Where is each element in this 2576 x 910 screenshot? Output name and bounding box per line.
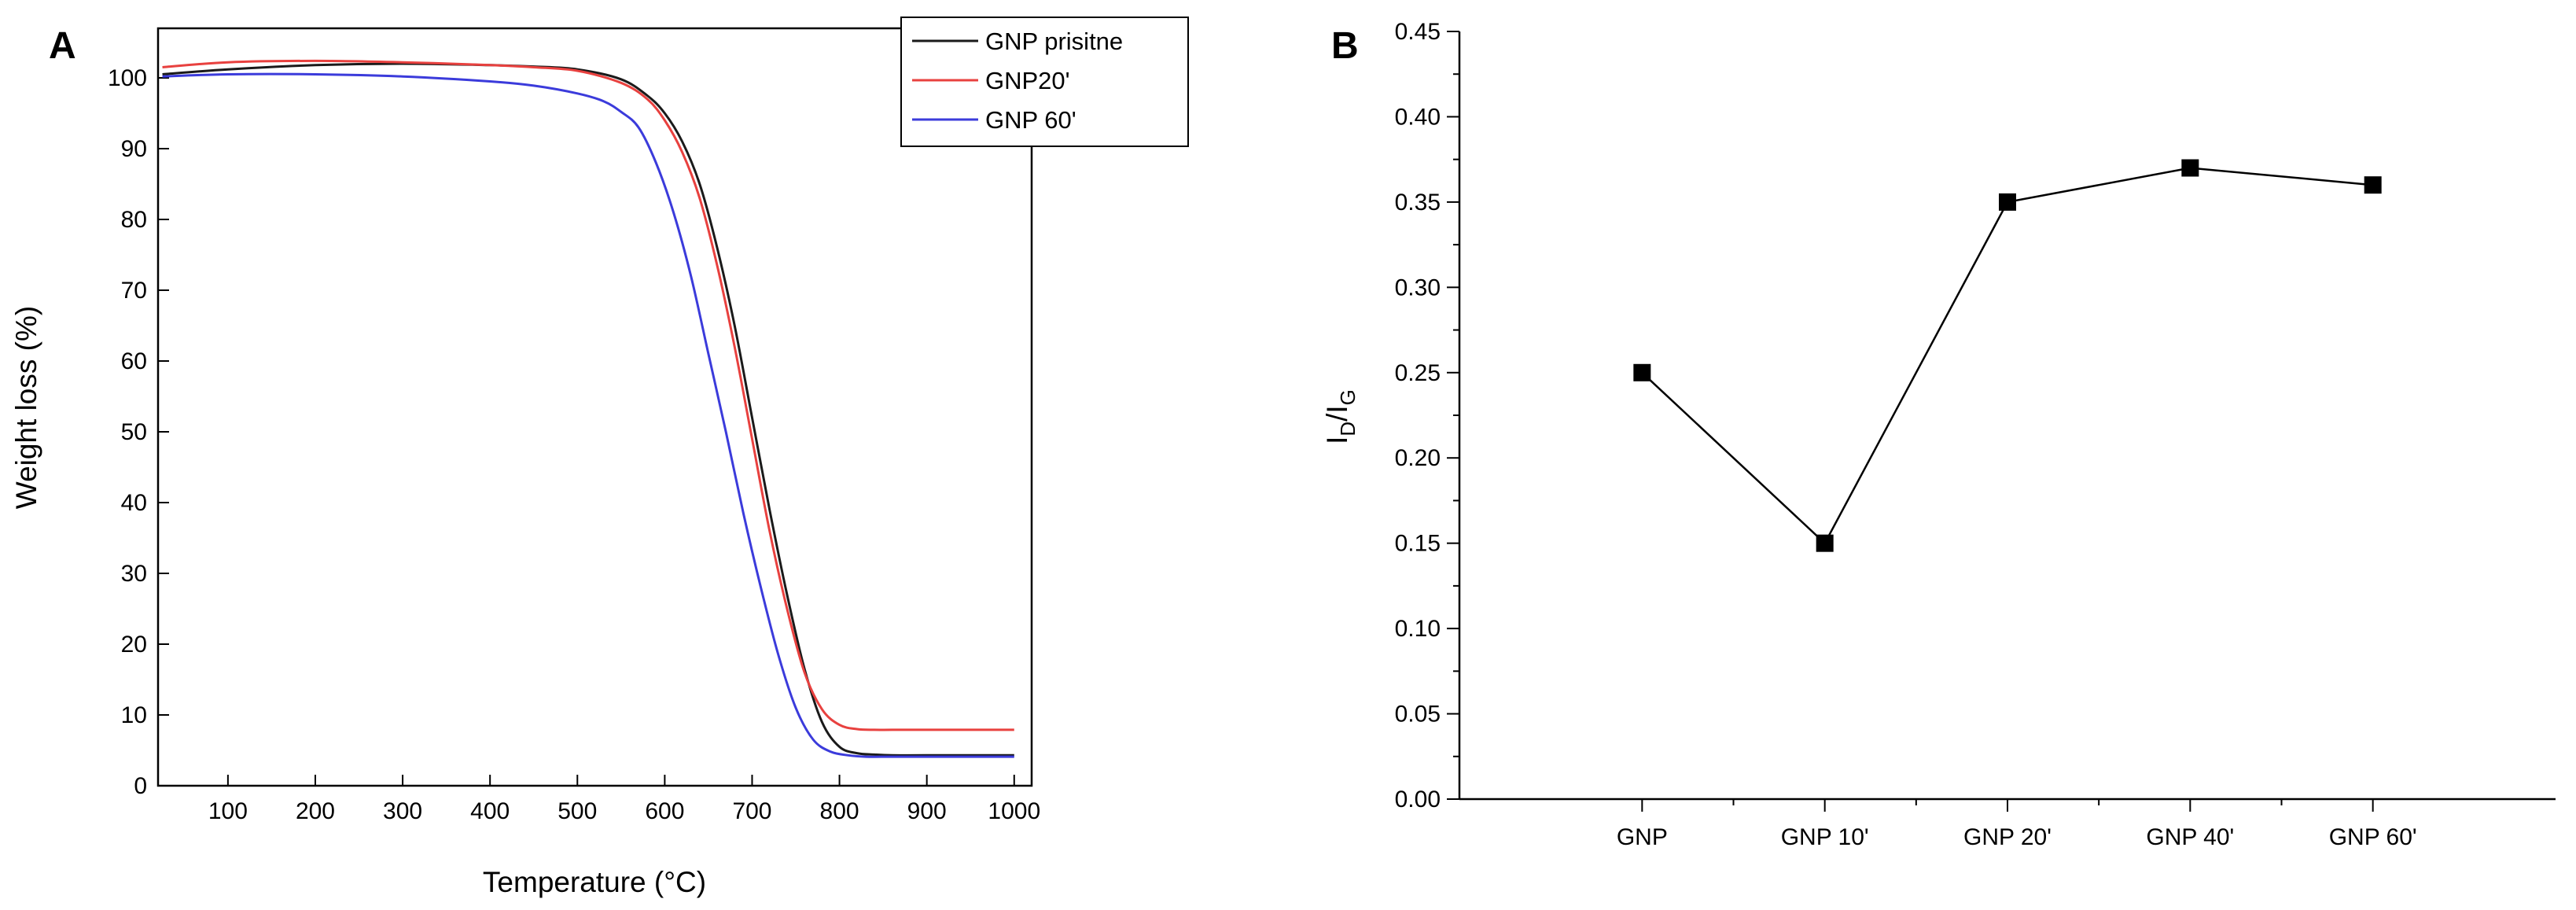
x-tick-label-200: 200 bbox=[296, 798, 335, 824]
panel-b-series bbox=[1633, 159, 2382, 552]
x-tick-label-gnp-20: GNP 20' bbox=[1963, 824, 2052, 850]
legend-box bbox=[900, 17, 1189, 147]
y-tick-label-30: 30 bbox=[121, 561, 147, 587]
panel-a-plot-frame bbox=[156, 27, 1033, 787]
series-line-id-ig bbox=[1641, 167, 2373, 545]
ylabel-sub-d: D bbox=[1336, 422, 1360, 437]
y-tick-label-6: 0.30 bbox=[1395, 274, 1441, 300]
legend-label-gnp20: GNP20' bbox=[985, 67, 1070, 94]
panel-a-x-axis: 100 200 300 400 500 600 700 800 900 1000 bbox=[208, 775, 1040, 824]
data-point-gnp-40 bbox=[2181, 159, 2199, 177]
panel-a-y-axis-title: Weight loss (%) bbox=[10, 306, 42, 509]
panel-b-x-axis: GNP GNP 10' GNP 20' GNP 40' GNP 60' bbox=[1459, 798, 2556, 850]
legend-label-gnp60: GNP 60' bbox=[985, 106, 1076, 134]
data-point-gnp-20 bbox=[1999, 193, 2016, 211]
data-point-gnp bbox=[1633, 363, 1651, 381]
x-tick-label-gnp-10: GNP 10' bbox=[1781, 824, 1869, 850]
data-point-gnp-60 bbox=[2364, 176, 2382, 194]
y-tick-label-7: 0.35 bbox=[1395, 190, 1441, 216]
x-tick-label-800: 800 bbox=[820, 798, 859, 824]
series-line-gnp-60 bbox=[162, 72, 1014, 758]
y-tick-label-2: 0.10 bbox=[1395, 616, 1441, 642]
series-line-gnp20 bbox=[162, 59, 1014, 731]
panel-a-y-axis: 0 10 20 30 40 50 60 70 80 90 100 bbox=[108, 65, 169, 799]
x-tick-label-gnp-60: GNP 60' bbox=[2329, 824, 2417, 850]
y-tick-label-70: 70 bbox=[121, 278, 147, 304]
panel-a-legend: GNP prisitne GNP20' GNP 60' bbox=[900, 17, 1189, 147]
y-tick-label-10: 10 bbox=[121, 702, 147, 728]
y-tick-label-5: 0.25 bbox=[1395, 360, 1441, 386]
y-tick-label-60: 60 bbox=[121, 348, 147, 374]
legend-label-gnp-prisitne: GNP prisitne bbox=[985, 28, 1123, 55]
ylabel-sub-g: G bbox=[1336, 389, 1360, 405]
panel-b: B 0.000.050.100.150.200.250.300.350.400.… bbox=[1321, 19, 2556, 850]
x-tick-label-1000: 1000 bbox=[988, 798, 1040, 824]
y-tick-label-40: 40 bbox=[121, 490, 147, 516]
x-tick-label-900: 900 bbox=[907, 798, 947, 824]
ylabel-slash-i: /I bbox=[1321, 405, 1353, 422]
y-tick-label-0: 0.00 bbox=[1395, 787, 1441, 812]
x-tick-label-500: 500 bbox=[558, 798, 597, 824]
panel-a: A 0 10 20 30 40 50 60 70 80 90 100 100 200 300 400 500… bbox=[10, 17, 1189, 898]
y-tick-label-3: 0.15 bbox=[1395, 531, 1441, 557]
y-tick-label-8: 0.40 bbox=[1395, 104, 1441, 130]
y-tick-label-0: 0 bbox=[134, 773, 147, 799]
panel-a-x-axis-title: Temperature (°C) bbox=[483, 866, 706, 898]
y-tick-label-4: 0.20 bbox=[1395, 445, 1441, 471]
x-tick-label-100: 100 bbox=[208, 798, 248, 824]
y-tick-label-80: 80 bbox=[121, 207, 147, 233]
x-tick-label-300: 300 bbox=[383, 798, 422, 824]
x-tick-label-600: 600 bbox=[645, 798, 684, 824]
ylabel-i: I bbox=[1321, 437, 1353, 444]
y-tick-label-50: 50 bbox=[121, 419, 147, 445]
y-tick-label-90: 90 bbox=[121, 136, 147, 162]
panel-b-label: B bbox=[1331, 25, 1359, 67]
y-tick-label-1: 0.05 bbox=[1395, 702, 1441, 728]
x-tick-label-gnp: GNP bbox=[1617, 824, 1668, 850]
data-point-gnp-10 bbox=[1816, 534, 1834, 552]
x-tick-label-gnp-40: GNP 40' bbox=[2146, 824, 2234, 850]
x-tick-label-400: 400 bbox=[470, 798, 510, 824]
y-tick-label-100: 100 bbox=[108, 65, 147, 91]
panel-a-label: A bbox=[49, 25, 76, 67]
panel-b-y-axis-title: ID/IG bbox=[1321, 389, 1360, 444]
y-tick-label-9: 0.45 bbox=[1395, 19, 1441, 45]
series-line-gnp-prisitne bbox=[162, 62, 1014, 757]
panel-a-series bbox=[162, 59, 1014, 758]
panel-b-y-axis: 0.00 0.05 0.10 0.15 0.20 0.25 0.30 0.35 0.40 0.45 bbox=[1395, 19, 1461, 812]
y-tick-label-20: 20 bbox=[121, 632, 147, 658]
x-tick-label-700: 700 bbox=[732, 798, 771, 824]
